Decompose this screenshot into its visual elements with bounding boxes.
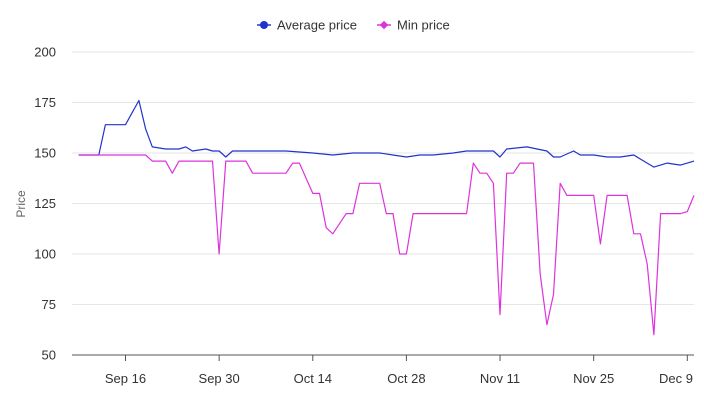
- x-tick-label: Dec 9: [659, 371, 693, 386]
- diamond-marker-icon: [379, 20, 389, 30]
- x-tick-label: Nov 25: [573, 371, 614, 386]
- y-tick-label: 75: [42, 297, 56, 312]
- average-price-line: [78, 99, 695, 168]
- y-axis-ticks: 50 75 100 125 150 175 200: [34, 45, 56, 363]
- circle-marker-icon: [260, 21, 268, 29]
- y-tick-label: 100: [34, 247, 56, 262]
- y-tick-label: 125: [34, 196, 56, 211]
- legend-label: Average price: [277, 18, 357, 33]
- y-tick-label: 150: [34, 146, 56, 161]
- y-axis-label: Price: [14, 190, 28, 218]
- x-tick-label: Sep 16: [105, 371, 146, 386]
- min-price-line: [78, 154, 695, 336]
- x-axis: Sep 16 Sep 30 Oct 14 Oct 28 Nov 11 Nov 25 Dec …: [105, 355, 693, 386]
- legend-label: Min price: [397, 18, 450, 33]
- x-tick-label: Sep 30: [199, 371, 240, 386]
- legend-item-min-price[interactable]: Min price: [377, 18, 450, 33]
- series-lines: [78, 99, 695, 336]
- y-tick-label: 200: [34, 45, 56, 60]
- y-tick-label: 50: [42, 348, 56, 363]
- y-tick-label: 175: [34, 95, 56, 110]
- legend-item-average-price[interactable]: Average price: [257, 18, 357, 33]
- x-tick-label: Oct 28: [387, 371, 425, 386]
- legend: Average price Min price: [257, 18, 450, 33]
- grid-lines: [72, 51, 694, 356]
- x-tick-label: Nov 11: [480, 371, 520, 386]
- x-tick-label: Oct 14: [294, 371, 332, 386]
